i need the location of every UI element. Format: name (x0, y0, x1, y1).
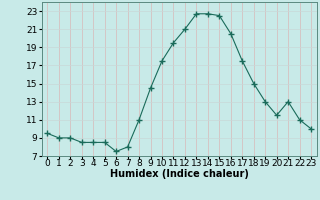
X-axis label: Humidex (Indice chaleur): Humidex (Indice chaleur) (110, 169, 249, 179)
